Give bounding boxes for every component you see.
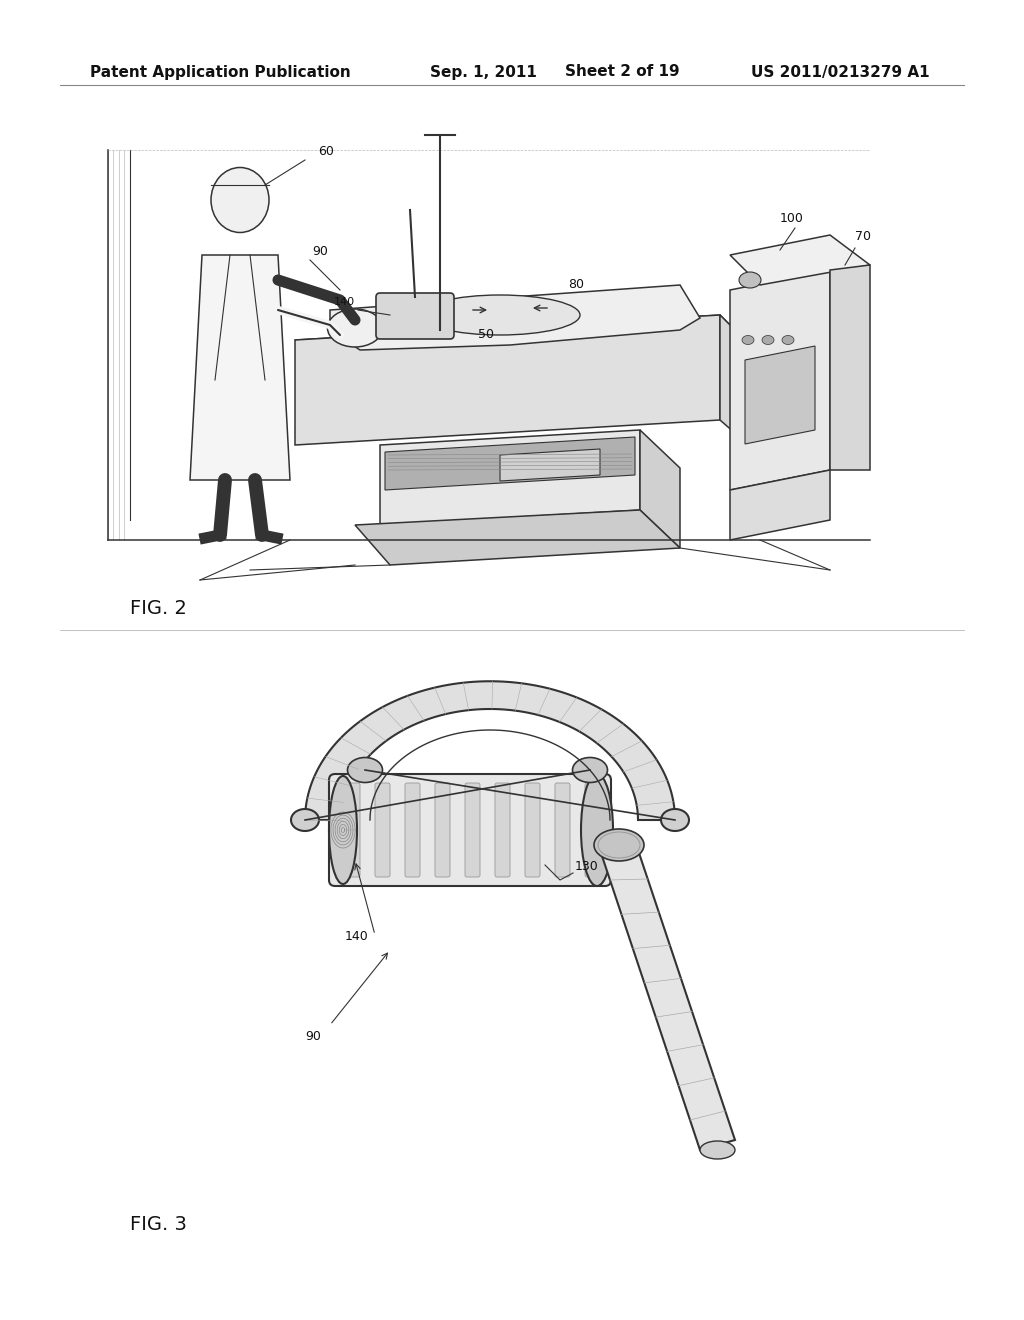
Text: 70: 70 [855,230,871,243]
Ellipse shape [594,829,644,861]
Polygon shape [640,430,680,548]
Polygon shape [745,346,815,444]
Polygon shape [600,850,735,1150]
Text: 100: 100 [780,213,804,224]
Ellipse shape [572,758,607,783]
Ellipse shape [328,309,383,347]
FancyBboxPatch shape [406,783,420,876]
Polygon shape [385,437,635,490]
FancyBboxPatch shape [525,783,540,876]
FancyBboxPatch shape [495,783,510,876]
Polygon shape [380,430,640,525]
Text: Sep. 1, 2011: Sep. 1, 2011 [430,65,537,79]
Polygon shape [330,285,700,350]
FancyBboxPatch shape [376,293,454,339]
Polygon shape [730,271,830,490]
FancyBboxPatch shape [555,783,570,876]
FancyBboxPatch shape [345,783,360,876]
Polygon shape [295,315,720,445]
Polygon shape [720,315,760,455]
FancyBboxPatch shape [585,783,600,876]
Polygon shape [305,681,675,820]
Ellipse shape [347,758,383,783]
Ellipse shape [782,335,794,345]
Text: 140: 140 [334,297,355,308]
Ellipse shape [420,294,580,335]
Text: US 2011/0213279 A1: US 2011/0213279 A1 [752,65,930,79]
Ellipse shape [329,776,357,884]
Polygon shape [355,510,680,565]
Text: 50: 50 [478,327,494,341]
Text: 60: 60 [318,145,334,158]
Polygon shape [830,265,870,470]
FancyBboxPatch shape [435,783,450,876]
Polygon shape [730,235,870,285]
Text: Patent Application Publication: Patent Application Publication [90,65,351,79]
Text: 140: 140 [345,931,369,942]
Ellipse shape [211,168,269,232]
Ellipse shape [700,1140,735,1159]
Ellipse shape [662,809,689,832]
Polygon shape [295,315,760,380]
Polygon shape [730,470,830,540]
Ellipse shape [742,335,754,345]
Text: FIG. 3: FIG. 3 [130,1216,186,1234]
FancyBboxPatch shape [329,774,611,886]
Text: 90: 90 [312,246,328,257]
Ellipse shape [739,272,761,288]
Ellipse shape [291,809,319,832]
Polygon shape [500,449,600,480]
Ellipse shape [581,774,613,886]
Ellipse shape [762,335,774,345]
Text: 90: 90 [305,1030,321,1043]
Polygon shape [190,255,290,480]
Text: 80: 80 [568,279,584,290]
Text: Sheet 2 of 19: Sheet 2 of 19 [565,65,680,79]
Text: FIG. 2: FIG. 2 [130,598,186,618]
FancyBboxPatch shape [375,783,390,876]
FancyBboxPatch shape [465,783,480,876]
Text: 130: 130 [575,861,599,873]
